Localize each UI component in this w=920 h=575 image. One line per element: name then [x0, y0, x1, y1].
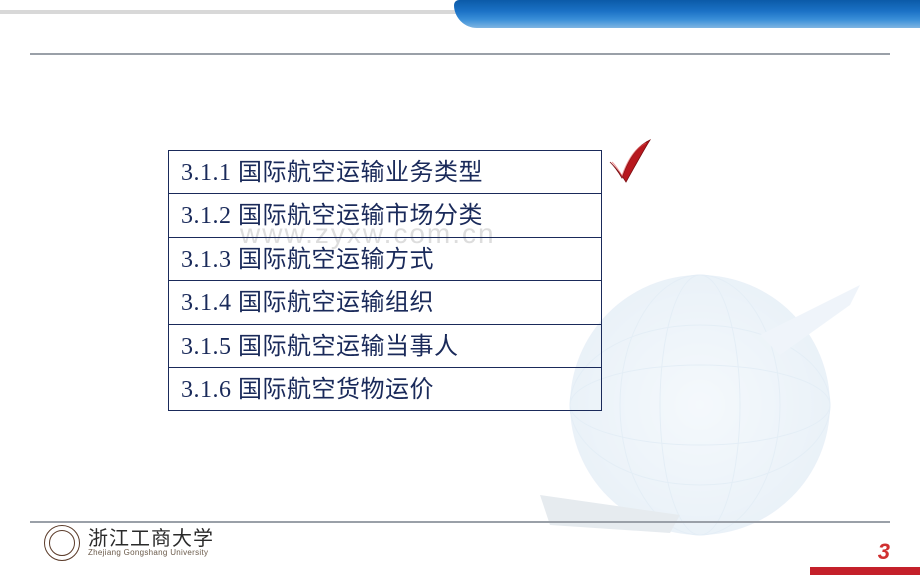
- university-name-cn: 浙江工商大学: [88, 529, 214, 549]
- row-text: 国际航空运输市场分类: [238, 203, 483, 229]
- footer: 浙江工商大学 Zhejiang Gongshang University 3: [0, 521, 920, 567]
- header-left-line: [0, 10, 460, 14]
- row-num: 3.1.3: [181, 247, 232, 273]
- row-num: 3.1.1: [181, 160, 232, 186]
- table-row: 3.1.6 国际航空货物运价: [169, 367, 602, 410]
- page-number: 3: [878, 539, 890, 565]
- table-row: 3.1.4 国际航空运输组织: [169, 281, 602, 324]
- bottom-accent-bar: [810, 567, 920, 575]
- header-right-gradient: [454, 0, 920, 28]
- checkmark-icon: [606, 134, 654, 186]
- header-bar: [0, 0, 920, 36]
- row-num: 3.1.4: [181, 290, 232, 316]
- toc-tbody: 3.1.1 国际航空运输业务类型 3.1.2 国际航空运输市场分类 3.1.3 …: [169, 151, 602, 411]
- row-num: 3.1.5: [181, 334, 232, 360]
- table-row: 3.1.5 国际航空运输当事人: [169, 324, 602, 367]
- row-num: 3.1.6: [181, 377, 232, 403]
- table-row: 3.1.3 国际航空运输方式: [169, 237, 602, 280]
- row-text: 国际航空运输业务类型: [238, 160, 483, 186]
- row-num: 3.1.2: [181, 203, 232, 229]
- row-text: 国际航空运输当事人: [238, 334, 459, 360]
- table-row: 3.1.2 国际航空运输市场分类: [169, 194, 602, 237]
- university-name-en: Zhejiang Gongshang University: [88, 549, 214, 557]
- university-logo: 浙江工商大学 Zhejiang Gongshang University: [44, 525, 214, 561]
- top-divider: [30, 53, 890, 55]
- row-text: 国际航空运输组织: [238, 290, 434, 316]
- table-row: 3.1.1 国际航空运输业务类型: [169, 151, 602, 194]
- university-seal-icon: [44, 525, 80, 561]
- row-text: 国际航空货物运价: [238, 377, 434, 403]
- university-text: 浙江工商大学 Zhejiang Gongshang University: [88, 529, 214, 557]
- toc-table: 3.1.1 国际航空运输业务类型 3.1.2 国际航空运输市场分类 3.1.3 …: [168, 150, 602, 411]
- footer-divider: [30, 521, 890, 523]
- row-text: 国际航空运输方式: [238, 247, 434, 273]
